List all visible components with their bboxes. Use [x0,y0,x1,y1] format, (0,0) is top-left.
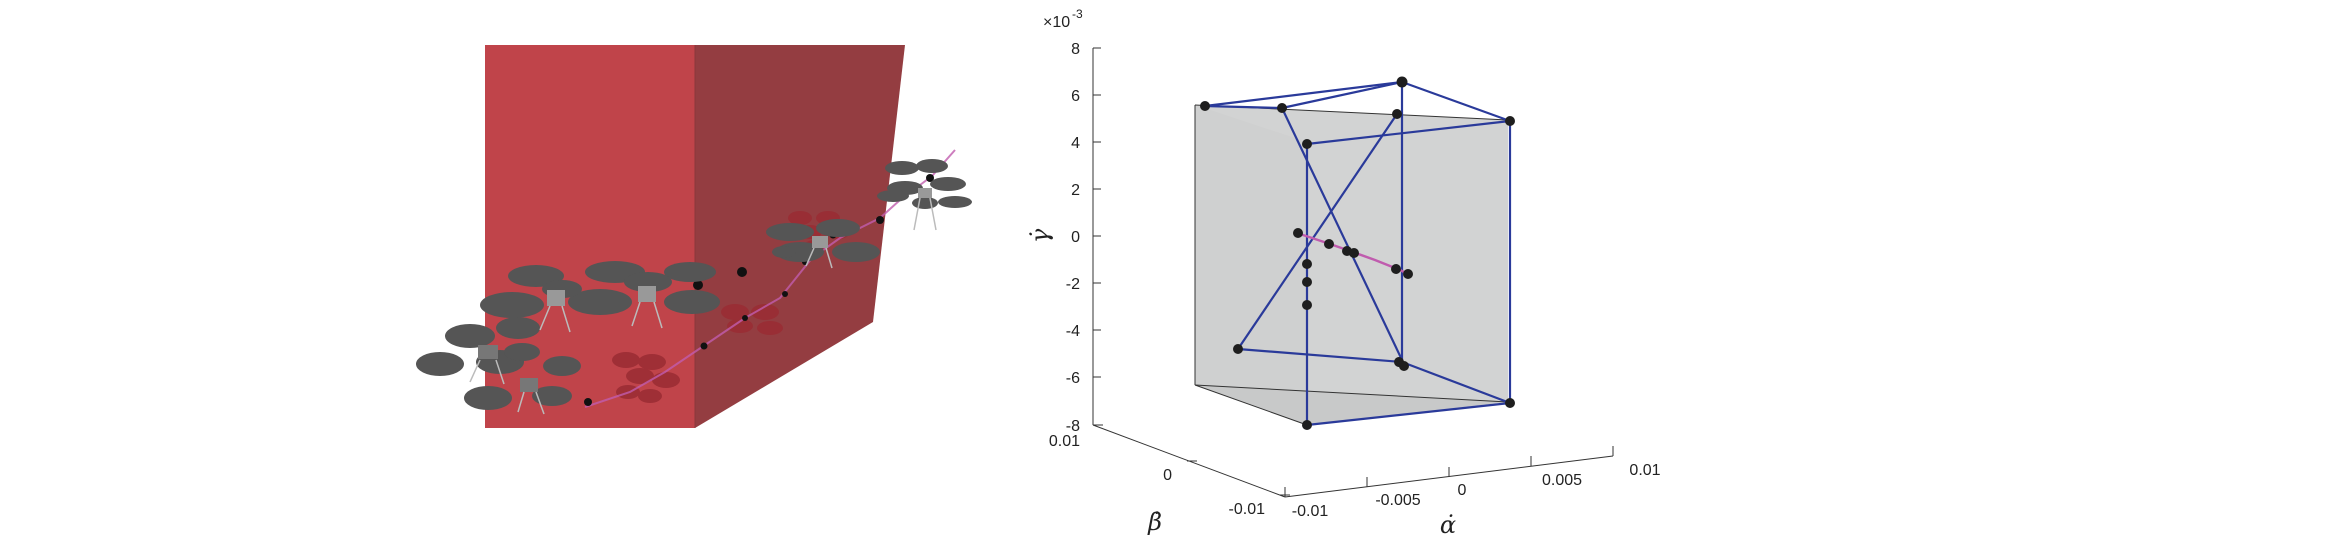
z-tick-label: 8 [1071,41,1080,58]
x-tick-label: -0.005 [1375,492,1420,509]
z-tick-label: 6 [1071,88,1080,105]
z-tick-label: -2 [1066,276,1080,293]
x-axis: -0.01 -0.005 0 0.005 0.01 α̇ [1284,446,1661,539]
z-tick-label: -6 [1066,370,1080,387]
z-tick-label: 2 [1071,182,1080,199]
x-tick-label: 0 [1458,482,1467,499]
y-tick-label: 0.01 [1049,433,1080,450]
vertex-point [1399,361,1409,371]
y-axis: 0.01 0 -0.01 β̇ [1049,424,1290,536]
vertex-point [1302,300,1312,310]
vertex-point [1233,344,1243,354]
z-tick-label: 4 [1071,135,1080,152]
x-tick-label: 0.005 [1542,472,1582,489]
vertex-point [1403,269,1413,279]
vertex-point [1293,228,1303,238]
z-axis-label: γ̇ [1026,228,1054,243]
vertex-point [1391,264,1401,274]
y-tick-label: -0.01 [1229,501,1266,518]
x-tick-label: -0.01 [1292,503,1329,520]
drone [877,159,972,231]
vertex-points [1200,76,1515,430]
vertex-point [1200,101,1210,111]
vertex-point [1505,398,1515,408]
z-tick-label: -8 [1066,418,1080,435]
z-exponent: ×10 [1043,14,1070,31]
scene-panel [416,45,972,428]
z-exponent-power: -3 [1072,7,1083,21]
vertex-point [1392,109,1402,119]
vertex-point [1396,76,1408,88]
vertex-point [1302,259,1312,269]
vertex-point [1505,116,1515,126]
z-tick-label: -4 [1066,323,1080,340]
x-axis-label: α̇ [1440,511,1456,539]
z-tick-label: 0 [1071,229,1080,246]
y-axis-label: β̇ [1147,508,1162,536]
drones [416,159,972,415]
vertex-point [1349,248,1359,258]
z-axis: 8 6 4 2 0 -2 -4 -6 -8 ×10 -3 γ̇ [1026,7,1101,435]
drone [480,261,720,333]
drone [766,219,880,269]
vertex-point [1324,239,1334,249]
vertex-point [1277,103,1287,113]
drone [416,317,581,415]
vertex-point [1302,277,1312,287]
y-tick-label: 0 [1163,467,1172,484]
polytope-edges [1204,80,1512,427]
vertex-point [1302,139,1312,149]
chart-panel: 8 6 4 2 0 -2 -4 -6 -8 ×10 -3 γ̇ [1026,7,1661,539]
x-tick-label: 0.01 [1629,462,1660,479]
vertex-point [1302,420,1312,430]
box-left-face [1195,105,1307,425]
box-bottom-face [1195,385,1508,425]
